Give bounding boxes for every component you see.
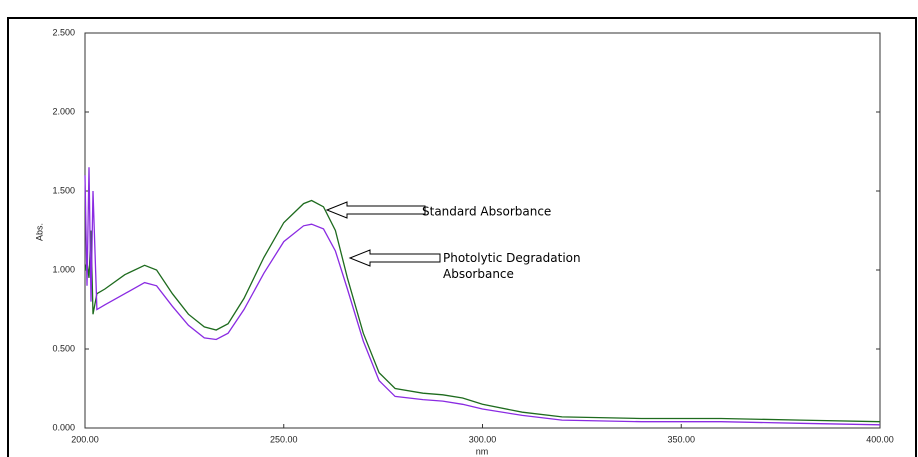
arrow: [348, 249, 441, 267]
x-axis-label: nm: [476, 446, 489, 456]
y-axis-label: Abs.: [34, 223, 44, 241]
y-tick-label: 1.500: [52, 185, 75, 195]
frame: [7, 17, 917, 457]
series-line: [84, 199, 881, 423]
x-tick-label: 250.00: [270, 434, 298, 444]
x-tick-label: 350.00: [667, 434, 695, 444]
x-tick-label: 300.00: [469, 434, 497, 444]
y-tick-label: 2.000: [52, 106, 75, 116]
annotation: Standard Absorbance: [422, 205, 551, 219]
annotation-box: Photolytic Degradation Absorbance: [443, 251, 581, 281]
series-line: [84, 167, 881, 426]
y-tick-label: 0.500: [52, 343, 75, 353]
annotation: Photolytic Degradation Absorbance: [443, 251, 581, 281]
arrow: [325, 201, 426, 219]
x-tick-label: 400.00: [866, 434, 894, 444]
y-tick-label: 2.500: [52, 27, 75, 37]
y-tick-label: 1.000: [52, 264, 75, 274]
y-tick-label: 0.000: [52, 422, 75, 432]
x-tick-label: 200.00: [71, 434, 99, 444]
